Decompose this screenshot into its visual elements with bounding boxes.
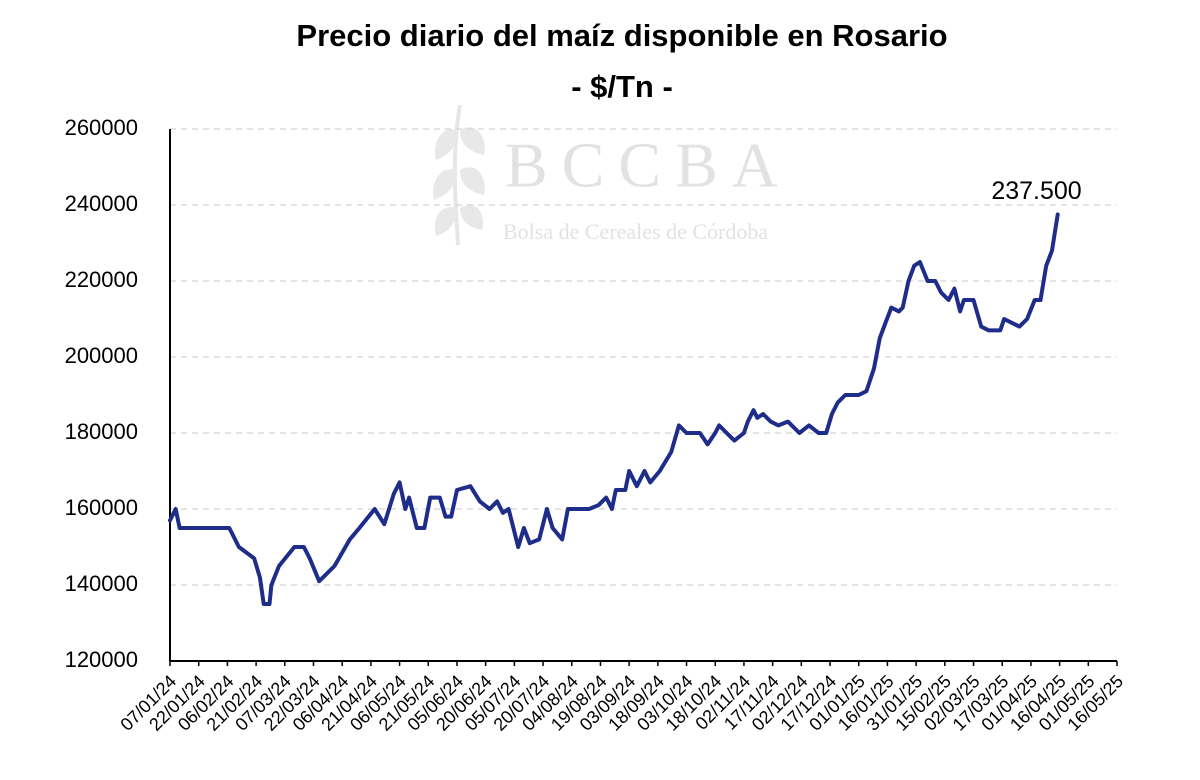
watermark: BCCBA Bolsa de Cereales de Córdoba <box>432 104 792 246</box>
watermark-leaves <box>432 127 485 236</box>
watermark-subtitle: Bolsa de Cereales de Córdoba <box>503 219 768 244</box>
price-line <box>168 212 1060 606</box>
watermark-title: BCCBA <box>505 130 792 201</box>
chart-subtitle: - $/Tn - <box>571 69 673 104</box>
y-tick-label: 220000 <box>65 267 138 292</box>
y-tick-label: 180000 <box>65 419 138 444</box>
y-tick-label: 140000 <box>65 571 138 596</box>
y-tick-label: 120000 <box>65 647 138 672</box>
y-tick-label: 240000 <box>65 191 138 216</box>
y-tick-label: 160000 <box>65 495 138 520</box>
y-tick-label: 260000 <box>65 115 138 140</box>
value-label: 237.500 <box>991 177 1081 205</box>
chart-title: Precio diario del maíz disponible en Ros… <box>296 18 947 53</box>
y-tick-label: 200000 <box>65 343 138 368</box>
